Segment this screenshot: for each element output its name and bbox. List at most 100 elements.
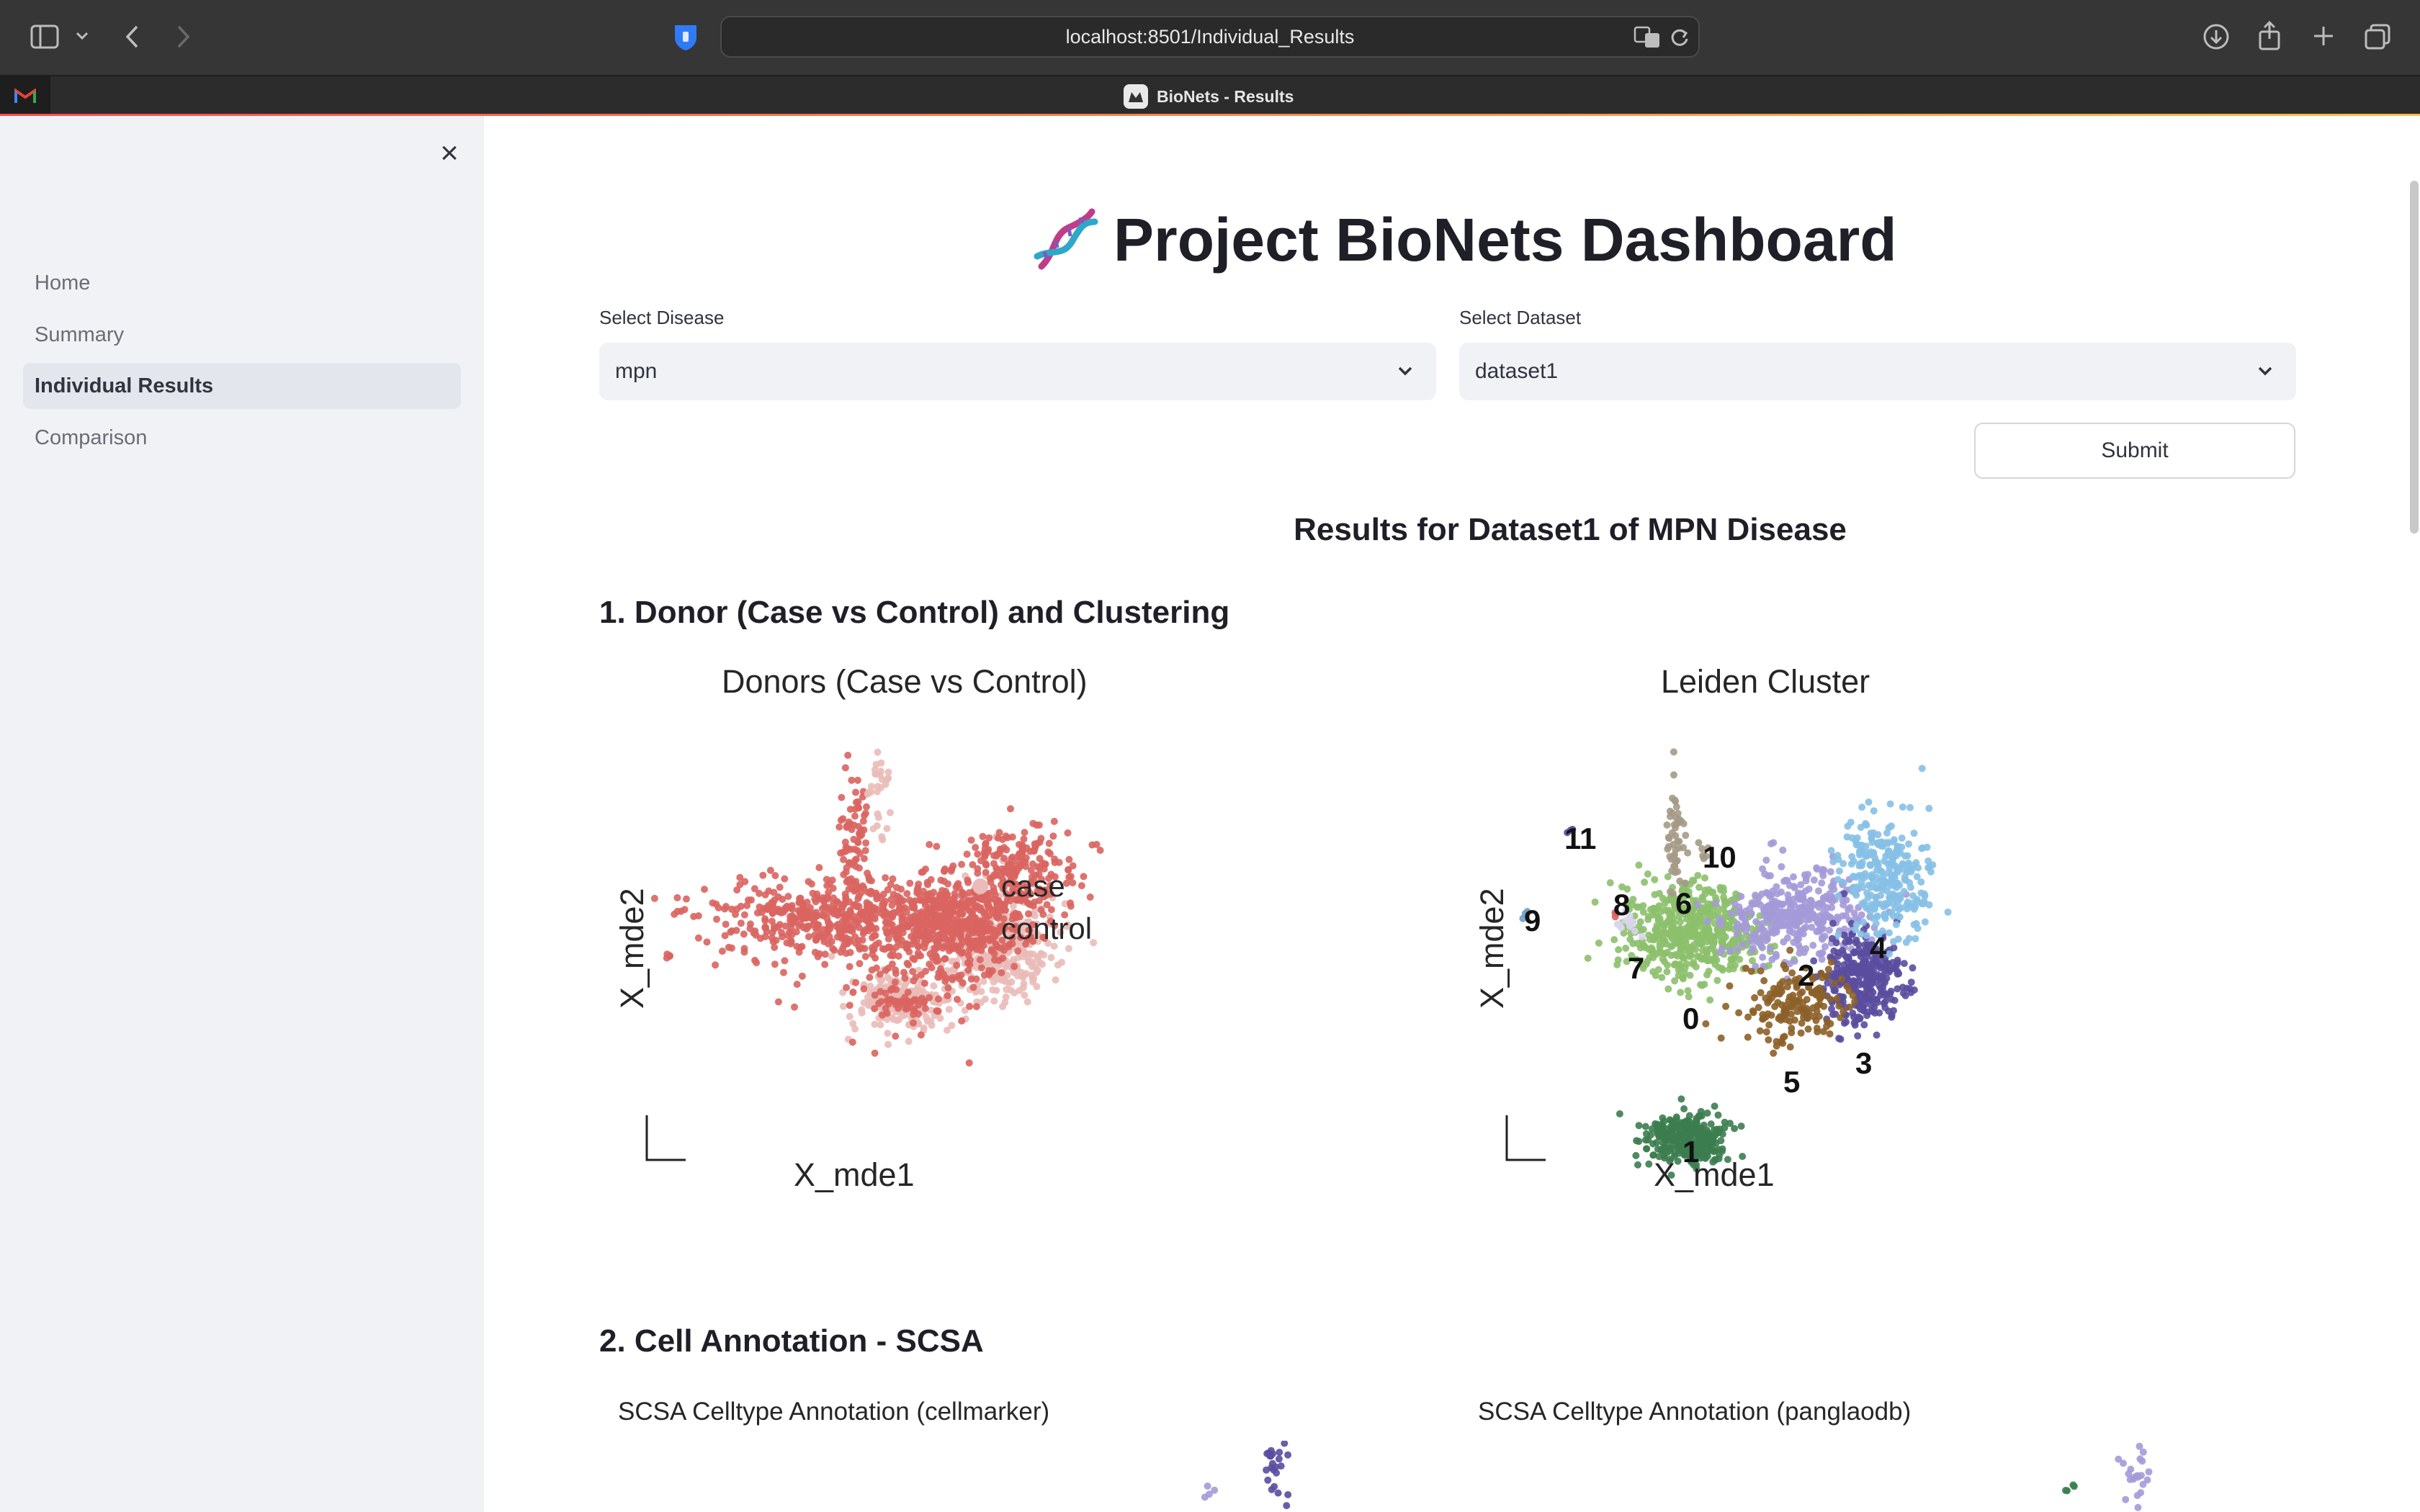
app-loading-bar	[0, 114, 2420, 116]
scsa-cellmarker-title: SCSA Celltype Annotation (cellmarker)	[618, 1398, 1050, 1426]
close-icon[interactable]: ×	[440, 135, 459, 171]
cluster-label-7: 7	[1628, 951, 1645, 985]
active-tab[interactable]: BioNets - Results	[1124, 76, 1294, 117]
cluster-label-8: 8	[1613, 888, 1631, 922]
browser-toolbar: localhost:8501/Individual_Results	[0, 0, 2420, 75]
scsa-panglaodb-title: SCSA Celltype Annotation (panglaodb)	[1478, 1398, 1912, 1426]
scsa-panglaodb-points	[2115, 1442, 2153, 1511]
downloads-icon[interactable]	[2202, 23, 2230, 50]
sidebar-item-summary[interactable]: Summary	[23, 312, 461, 358]
results-heading: Results for Dataset1 of MPN Disease	[1294, 512, 1847, 547]
section-heading-cell-annotation: 2. Cell Annotation - SCSA	[599, 1323, 984, 1359]
dataset-select-value: dataset1	[1475, 359, 1559, 383]
cluster-label-0: 0	[1682, 1002, 1700, 1035]
control-points	[671, 906, 689, 918]
cluster-label-2: 2	[1798, 958, 1815, 992]
donor-scatter	[645, 748, 1104, 1161]
cluster-5-points	[1702, 946, 1859, 1057]
sidebar-toggle-icon[interactable]	[30, 24, 59, 49]
translate-icon[interactable]	[1634, 26, 1662, 49]
section-heading-donor-clustering: 1. Donor (Case vs Control) and Clusterin…	[599, 595, 1230, 630]
tab-title: BioNets - Results	[1157, 86, 1294, 106]
tab-bar: BioNets - Results	[0, 75, 2420, 117]
control-points	[774, 891, 1007, 1067]
chevron-down-icon	[1398, 366, 1412, 376]
sidebar-item-label: Individual Results	[35, 374, 214, 397]
cluster-label-1: 1	[1682, 1135, 1700, 1169]
axis-indicator	[1505, 1115, 1546, 1161]
disease-select-label: Select Disease	[599, 307, 725, 328]
cluster-10-points	[1695, 839, 1712, 863]
sidebar: × Home Summary Individual Results Compar…	[0, 116, 484, 1512]
legend-dot-control	[972, 921, 988, 937]
control-points	[952, 805, 1104, 948]
legend-entry-case: case	[972, 869, 1065, 904]
disease-select[interactable]: mpn	[599, 343, 1436, 400]
back-icon[interactable]	[124, 24, 141, 49]
cluster-6-points	[1663, 748, 1692, 897]
legend-label: control	[1001, 912, 1093, 945]
donor-plot-ylabel: X_mde2	[614, 888, 650, 1009]
sidebar-item-label: Summary	[35, 323, 125, 346]
pinned-tab[interactable]	[0, 76, 50, 117]
legend-label: case	[1001, 869, 1065, 903]
cluster-1-points	[1615, 1095, 1747, 1179]
main-content: Project BioNets Dashboard Select Disease…	[484, 116, 2420, 1512]
share-icon[interactable]	[2257, 20, 2282, 50]
donor-plot-xlabel: X_mde1	[794, 1156, 915, 1193]
cluster-11-points	[1564, 825, 1577, 837]
cluster-2-points	[1694, 839, 1910, 983]
sidebar-item-home[interactable]: Home	[23, 260, 461, 306]
legend-dot-case	[972, 878, 988, 894]
cluster-label-10: 10	[1703, 840, 1736, 874]
donor-plot: Donors (Case vs Control) X_mde2 X_mde1 c…	[599, 663, 1435, 1390]
cluster-scatter	[1505, 748, 1952, 1179]
scsa-panglaodb-points	[2062, 1481, 2078, 1495]
gmail-icon	[14, 89, 36, 103]
cluster-plot-ylabel: X_mde2	[1474, 888, 1510, 1009]
submit-button[interactable]: Submit	[1974, 423, 2295, 479]
dna-icon	[1034, 208, 1098, 270]
scsa-scatter-preview	[1201, 1441, 2153, 1511]
control-points	[835, 752, 875, 932]
cluster-plot: Leiden Cluster X_mde2 X_mde1 0 1 2 3 4 5…	[1459, 663, 2295, 1390]
url-text: localhost:8501/Individual_Results	[1065, 25, 1355, 48]
cluster-label-6: 6	[1675, 886, 1693, 920]
legend-entry-control: control	[972, 912, 1092, 946]
donor-plot-title: Donors (Case vs Control)	[722, 663, 1088, 700]
cluster-8-points	[1611, 909, 1620, 921]
chevron-down-icon	[2258, 366, 2272, 376]
scsa-cellmarker-points	[1201, 1482, 1219, 1501]
cluster-label-3: 3	[1855, 1046, 1873, 1080]
page-title-text: Project BioNets Dashboard	[1113, 205, 1897, 274]
control-points	[763, 899, 782, 917]
sidebar-item-label: Home	[35, 271, 91, 294]
new-tab-icon[interactable]	[2312, 24, 2335, 48]
cluster-label-9: 9	[1524, 904, 1541, 937]
sidebar-item-label: Comparison	[35, 426, 148, 449]
cluster-4-points	[1827, 765, 1952, 958]
dataset-select[interactable]: dataset1	[1459, 343, 2296, 400]
page-title: Project BioNets Dashboard	[1031, 204, 2011, 276]
sidebar-item-individual-results[interactable]: Individual Results	[23, 363, 461, 409]
chevron-down-icon[interactable]	[75, 30, 89, 42]
dataset-select-label: Select Dataset	[1459, 307, 1582, 328]
browser-chrome: localhost:8501/Individual_Results BioNet…	[0, 0, 2420, 117]
cluster-9-points	[1519, 908, 1531, 922]
cluster-label-11: 11	[1564, 822, 1597, 855]
axis-indicator	[645, 1115, 686, 1161]
disease-select-value: mpn	[615, 359, 658, 383]
cluster-7-points	[1613, 906, 1646, 940]
tab-overview-icon[interactable]	[2364, 23, 2391, 50]
cluster-plot-xlabel: X_mde1	[1654, 1156, 1775, 1193]
forward-icon[interactable]	[174, 24, 192, 49]
sidebar-item-comparison[interactable]: Comparison	[23, 415, 461, 461]
streamlit-favicon	[1124, 84, 1148, 109]
case-points	[864, 748, 894, 844]
password-manager-icon[interactable]	[673, 23, 699, 52]
reload-icon[interactable]	[1670, 27, 1690, 48]
scrollbar[interactable]	[2410, 181, 2419, 534]
address-bar[interactable]: localhost:8501/Individual_Results	[720, 16, 1700, 58]
control-points	[663, 950, 673, 962]
cluster-label-4: 4	[1870, 931, 1887, 965]
